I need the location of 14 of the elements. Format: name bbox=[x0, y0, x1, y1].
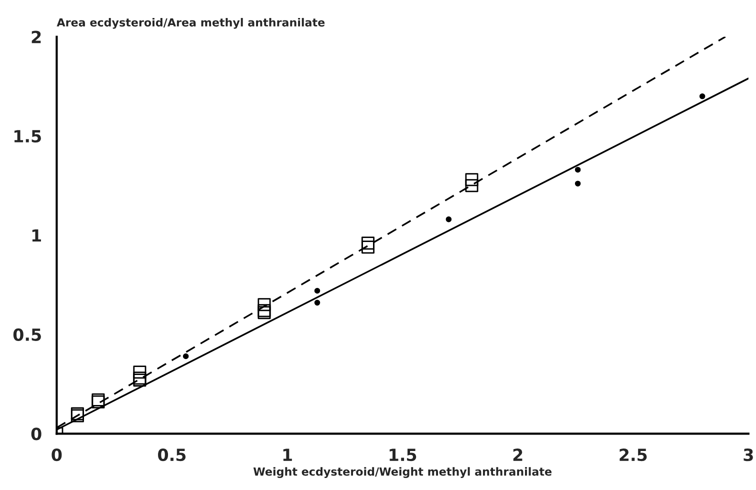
x-tick-label: 2.5 bbox=[620, 448, 647, 462]
y-tick-label: 0 bbox=[31, 428, 42, 440]
y-tick-label: 2 bbox=[32, 30, 41, 44]
x-tick-label: 2 bbox=[513, 448, 522, 461]
x-tick-label: 3 bbox=[744, 448, 753, 462]
y-tick-label: 1 bbox=[32, 229, 41, 242]
y-axis-title: Area ecdysteroid/Area methyl anthranilate bbox=[56, 18, 325, 29]
x-tick-label: 1.5 bbox=[390, 448, 416, 462]
y-tick-label: 1.5 bbox=[14, 130, 41, 143]
y-tick-label: 0.5 bbox=[13, 328, 41, 341]
x-tick-label: 1 bbox=[283, 448, 292, 461]
x-axis-title: Weight ecdysteroid/Weight methyl anthranilate bbox=[253, 467, 552, 478]
x-tick-label: 0 bbox=[52, 448, 62, 462]
x-tick-label: 0.5 bbox=[158, 448, 186, 462]
